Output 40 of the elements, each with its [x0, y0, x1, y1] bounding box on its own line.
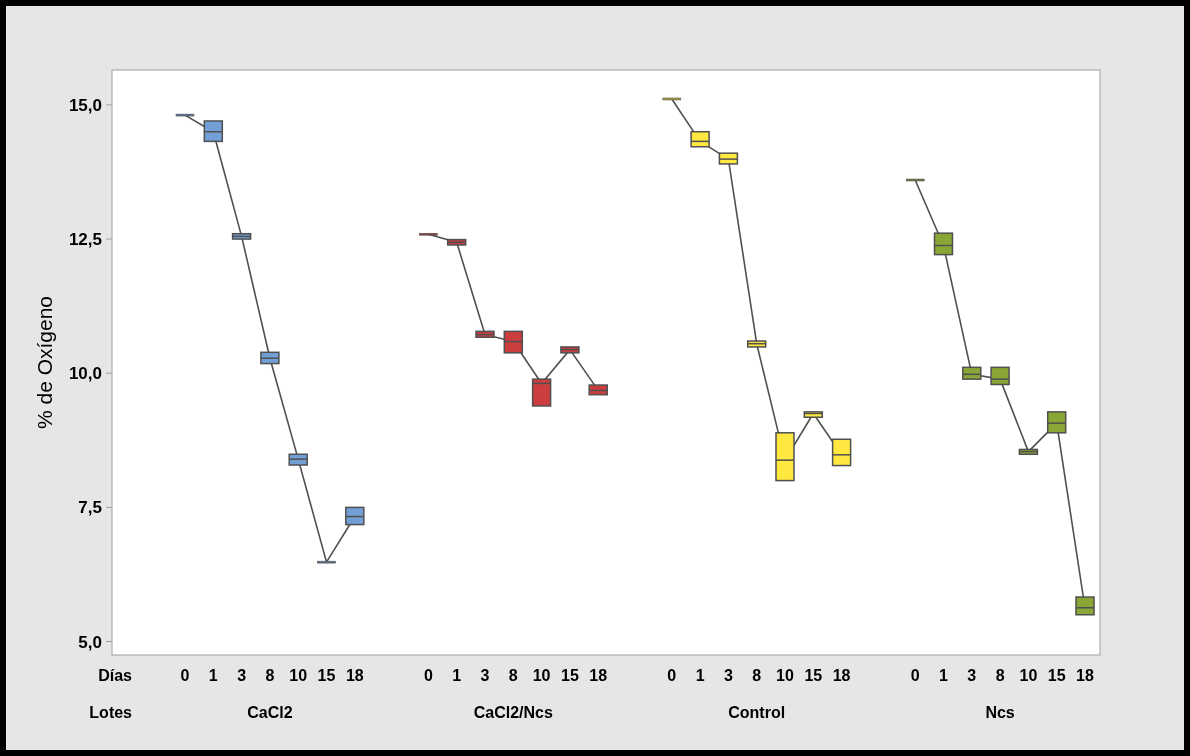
x-tick-label: 8 — [995, 666, 1005, 684]
x-tick-label: 10 — [289, 666, 308, 684]
x-tick-label: 1 — [452, 666, 462, 684]
x-axis-title: CaCl2 — [247, 703, 293, 721]
x-tick-label: 10 — [532, 666, 551, 684]
y-tick-label: 10,0 — [68, 364, 102, 384]
x-axis-title: Control — [728, 703, 786, 721]
x-tick-label: 0 — [423, 666, 433, 684]
x-tick-label: 3 — [967, 666, 977, 684]
x-tick-label: 0 — [667, 666, 677, 684]
y-tick-label: 5,0 — [78, 632, 102, 652]
x-tick-label: 8 — [265, 666, 275, 684]
x-tick-label: 15 — [561, 666, 579, 684]
x-axis-title: CaCl2/Ncs — [473, 703, 553, 721]
x-tick-label: 15 — [317, 666, 336, 684]
x-tick-label: 1 — [208, 666, 218, 684]
x-tick-label: 8 — [508, 666, 518, 684]
x-axis-title: Ncs — [985, 703, 1015, 721]
x-tick-label: 15 — [1047, 666, 1066, 684]
x-tick-label: 0 — [910, 666, 920, 684]
text: Días — [98, 666, 133, 684]
y-tick-label: 12,5 — [68, 230, 102, 250]
x-tick-label: 3 — [723, 666, 733, 684]
x-tick-label: 18 — [1076, 666, 1094, 684]
x-tick-label: 10 — [776, 666, 794, 684]
x-tick-label: 1 — [939, 666, 949, 684]
y-tick-label: 7,5 — [78, 498, 102, 518]
x-tick-label: 3 — [237, 666, 247, 684]
x-tick-label: 0 — [180, 666, 190, 684]
text: Lotes — [89, 703, 133, 721]
x-tick-label: 8 — [752, 666, 762, 684]
x-tick-label: 18 — [345, 666, 364, 684]
x-tick-label: 18 — [832, 666, 851, 684]
x-tick-label: 18 — [589, 666, 608, 684]
y-axis-title: % de Oxígeno — [33, 295, 56, 430]
x-tick-label: 1 — [695, 666, 705, 684]
x-tick-label: 15 — [804, 666, 823, 684]
x-tick-label: 10 — [1019, 666, 1038, 684]
y-tick-label: 15,0 — [68, 95, 102, 115]
x-tick-label: 3 — [480, 666, 490, 684]
